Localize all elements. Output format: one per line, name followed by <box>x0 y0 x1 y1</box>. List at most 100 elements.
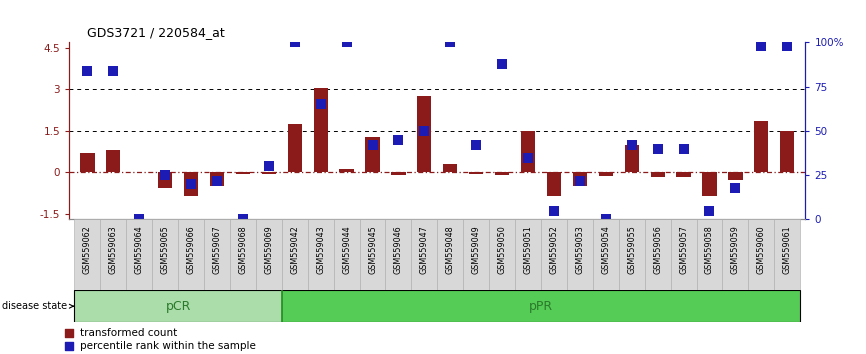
Bar <box>469 172 483 175</box>
FancyBboxPatch shape <box>385 219 411 290</box>
Text: GSM559048: GSM559048 <box>446 225 455 274</box>
Point <box>391 137 405 143</box>
Point <box>417 128 431 134</box>
Point <box>184 181 198 187</box>
Text: GSM559066: GSM559066 <box>186 225 196 274</box>
Text: GSM559044: GSM559044 <box>342 225 351 274</box>
Bar <box>417 96 431 172</box>
Text: GSM559059: GSM559059 <box>731 225 740 274</box>
Point <box>107 68 120 74</box>
Bar <box>391 172 405 175</box>
Bar <box>624 145 639 172</box>
Point <box>279 147 293 153</box>
Point <box>365 142 379 148</box>
Text: transformed count: transformed count <box>80 328 178 338</box>
Text: pCR: pCR <box>165 300 191 313</box>
Point <box>443 40 457 45</box>
Bar <box>262 172 276 174</box>
Bar <box>754 121 768 172</box>
Text: GSM559051: GSM559051 <box>524 225 533 274</box>
Bar <box>495 172 509 175</box>
Point <box>676 146 690 152</box>
Point <box>754 43 768 49</box>
Bar <box>107 150 120 172</box>
FancyBboxPatch shape <box>437 219 463 290</box>
FancyBboxPatch shape <box>126 219 152 290</box>
Text: GSM559047: GSM559047 <box>420 225 429 274</box>
Point <box>702 208 716 213</box>
FancyBboxPatch shape <box>281 219 307 290</box>
Text: GSM559057: GSM559057 <box>679 225 688 274</box>
Text: GSM559069: GSM559069 <box>264 225 274 274</box>
Point <box>339 40 353 45</box>
Text: GSM559061: GSM559061 <box>783 225 792 274</box>
FancyBboxPatch shape <box>230 219 255 290</box>
Point <box>81 68 94 74</box>
Bar <box>210 172 224 186</box>
Text: GSM559064: GSM559064 <box>135 225 144 274</box>
Point <box>469 142 483 148</box>
Text: GSM559062: GSM559062 <box>83 225 92 274</box>
FancyBboxPatch shape <box>567 219 593 290</box>
Bar <box>650 172 665 177</box>
Text: GDS3721 / 220584_at: GDS3721 / 220584_at <box>87 26 224 39</box>
FancyBboxPatch shape <box>619 219 644 290</box>
FancyBboxPatch shape <box>204 219 230 290</box>
Bar <box>365 137 379 172</box>
Bar <box>676 172 691 177</box>
FancyBboxPatch shape <box>696 219 722 290</box>
Text: GSM559049: GSM559049 <box>472 225 481 274</box>
Bar <box>521 131 535 172</box>
FancyBboxPatch shape <box>670 219 696 290</box>
FancyBboxPatch shape <box>307 219 333 290</box>
Point <box>158 172 172 178</box>
FancyBboxPatch shape <box>515 219 541 290</box>
Text: disease state: disease state <box>2 301 74 311</box>
Bar <box>728 172 742 180</box>
FancyBboxPatch shape <box>489 219 515 290</box>
Point <box>624 142 638 148</box>
Point <box>599 217 613 222</box>
FancyBboxPatch shape <box>463 219 489 290</box>
Text: GSM559055: GSM559055 <box>627 225 637 274</box>
Text: GSM559053: GSM559053 <box>575 225 585 274</box>
Point <box>547 208 561 213</box>
Point <box>132 217 146 222</box>
Point <box>313 102 327 107</box>
FancyBboxPatch shape <box>100 219 126 290</box>
Point <box>210 178 224 183</box>
Text: GSM559054: GSM559054 <box>601 225 611 274</box>
Point <box>780 43 794 49</box>
Point <box>521 155 535 160</box>
Text: GSM559046: GSM559046 <box>394 225 403 274</box>
FancyBboxPatch shape <box>644 219 670 290</box>
FancyBboxPatch shape <box>748 219 774 290</box>
Bar <box>81 153 94 172</box>
Bar <box>546 172 561 196</box>
Point <box>236 217 250 222</box>
Text: GSM559045: GSM559045 <box>368 225 377 274</box>
Bar <box>572 172 587 186</box>
Text: GSM559042: GSM559042 <box>290 225 300 274</box>
FancyBboxPatch shape <box>774 219 800 290</box>
FancyBboxPatch shape <box>593 219 619 290</box>
Text: GSM559056: GSM559056 <box>653 225 662 274</box>
Bar <box>313 88 328 172</box>
Text: GSM559067: GSM559067 <box>212 225 222 274</box>
Point <box>279 263 293 268</box>
Point <box>262 164 275 169</box>
FancyBboxPatch shape <box>722 219 748 290</box>
Point <box>288 40 301 45</box>
Point <box>573 178 587 183</box>
FancyBboxPatch shape <box>178 219 204 290</box>
Text: GSM559063: GSM559063 <box>109 225 118 274</box>
FancyBboxPatch shape <box>255 219 281 290</box>
Bar <box>236 172 250 174</box>
FancyBboxPatch shape <box>281 290 800 322</box>
FancyBboxPatch shape <box>541 219 567 290</box>
FancyBboxPatch shape <box>411 219 437 290</box>
Bar <box>702 172 716 196</box>
FancyBboxPatch shape <box>333 219 359 290</box>
FancyBboxPatch shape <box>359 219 385 290</box>
Text: GSM559068: GSM559068 <box>238 225 248 274</box>
